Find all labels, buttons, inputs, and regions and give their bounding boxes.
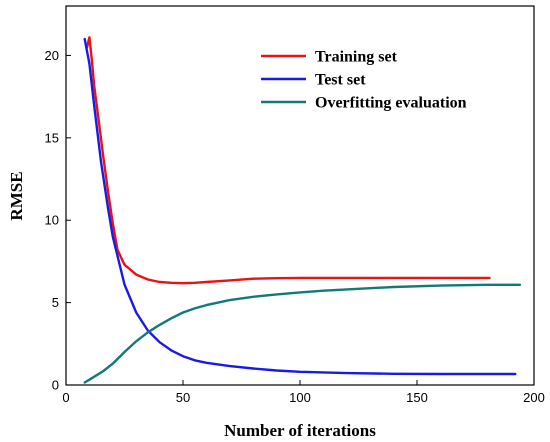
series-line-3	[83, 283, 522, 384]
y-tick-label: 10	[45, 213, 59, 228]
x-tick-label: 150	[406, 390, 428, 405]
legend-label-3: Overfitting evaluation	[315, 95, 467, 112]
y-axis-title: RMSE	[7, 171, 26, 220]
y-tick-label: 15	[45, 130, 59, 145]
series-layer	[83, 36, 522, 384]
x-axis-title: Number of iterations	[224, 421, 376, 440]
legend-label-2: Test set	[315, 72, 366, 89]
x-tick-label: 200	[523, 390, 545, 405]
plot-frame	[65, 5, 535, 386]
x-tick-label: 100	[289, 390, 311, 405]
x-tick-label: 0	[62, 390, 69, 405]
y-tick-label: 5	[52, 295, 59, 310]
legend: Training set Test set Overfitting evaluati…	[261, 49, 467, 112]
x-tick-label: 50	[176, 390, 190, 405]
legend-label-1: Training set	[315, 49, 398, 66]
series-line-2	[83, 37, 517, 376]
y-tick-label: 20	[45, 48, 59, 63]
tick-layer: 0 50 100 150 200 0 5 10 15 20	[45, 48, 545, 405]
y-tick-label: 0	[52, 378, 59, 393]
series-line-1	[85, 36, 491, 285]
